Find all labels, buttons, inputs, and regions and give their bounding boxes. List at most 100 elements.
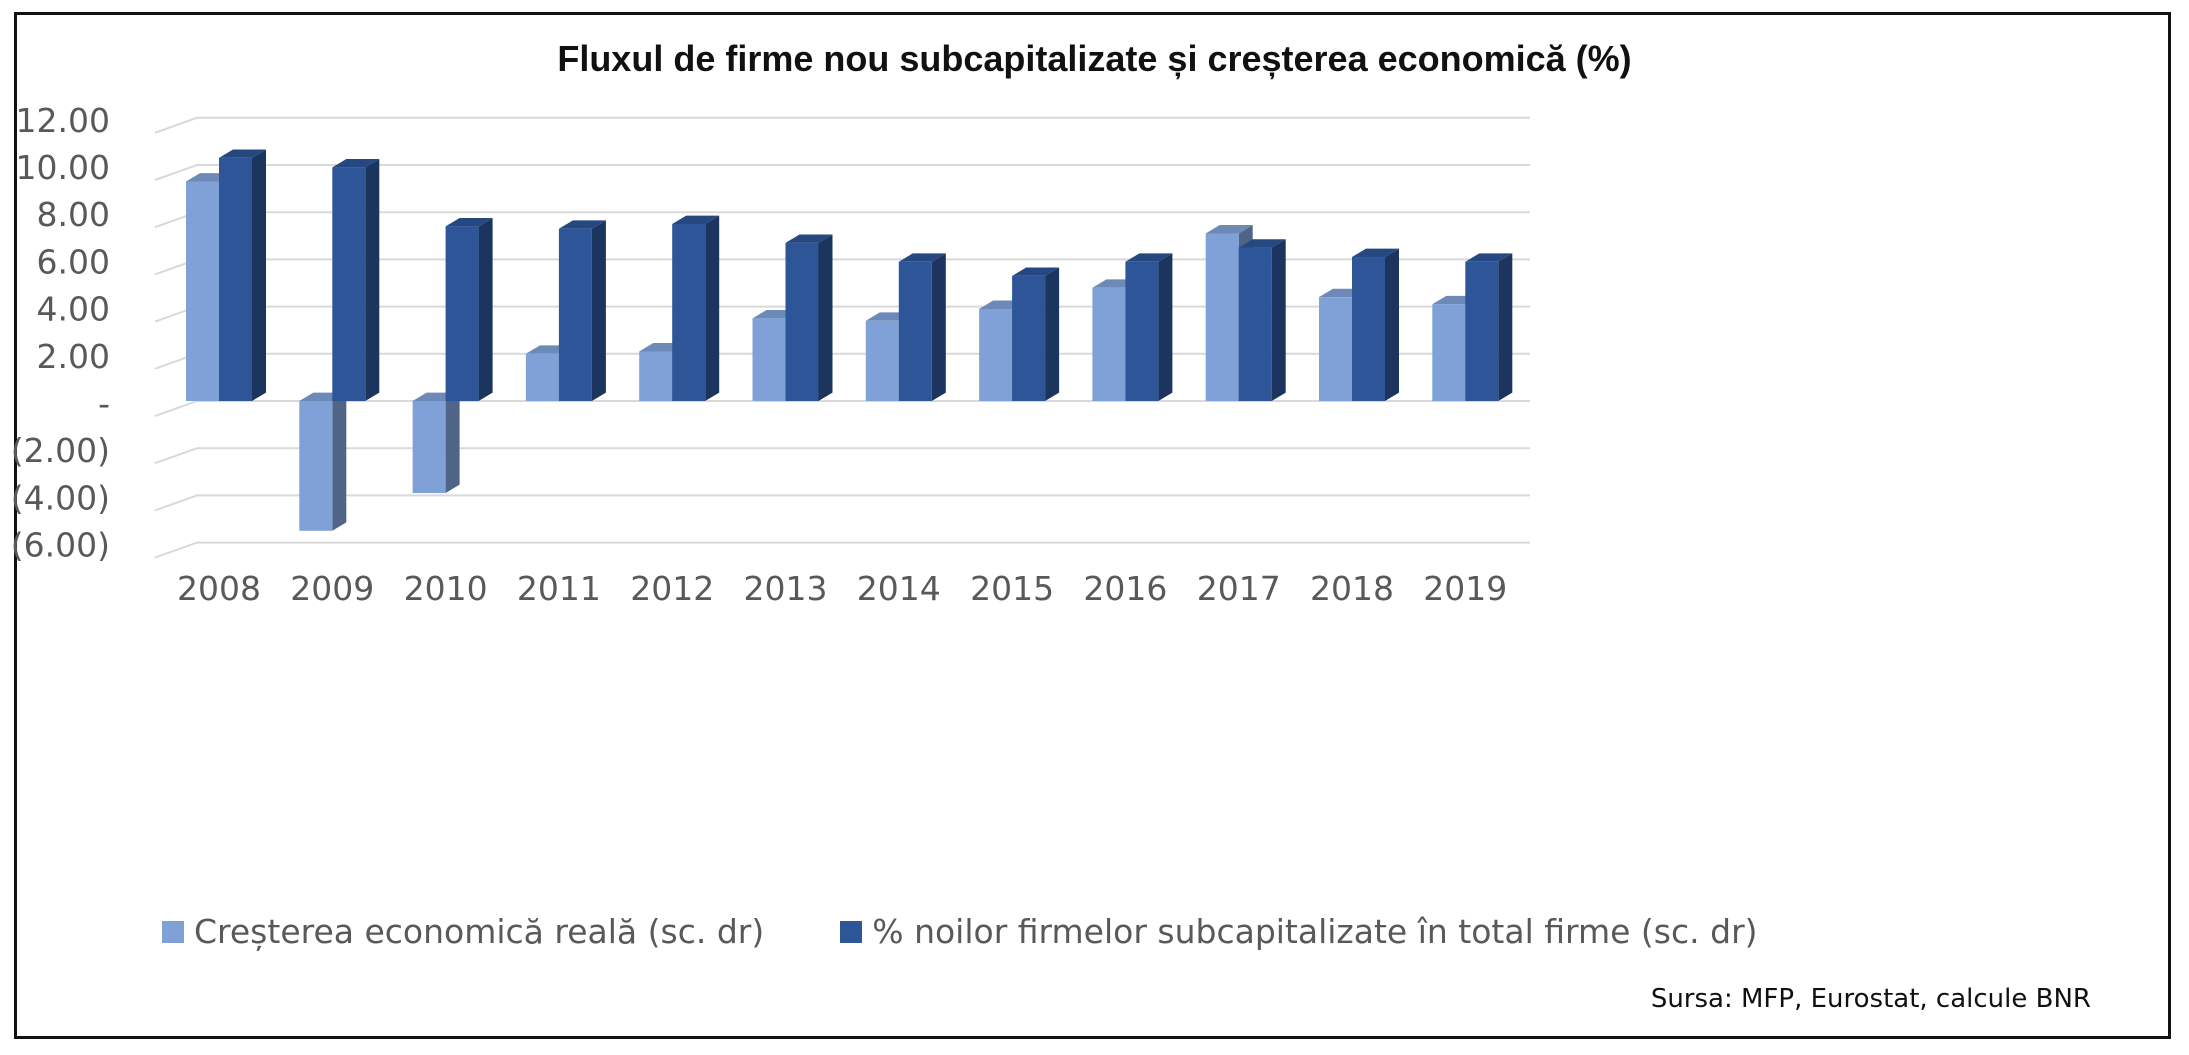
- legend-label-growth: Creșterea economică reală (sc. dr): [194, 912, 765, 951]
- bar: [898, 253, 946, 401]
- bar-side: [252, 149, 266, 401]
- bar-front: [332, 167, 366, 401]
- bar-top: [1012, 267, 1060, 276]
- bar-side: [1385, 248, 1399, 401]
- bar-side: [445, 392, 460, 494]
- bar-top: [1352, 248, 1399, 258]
- bar-front: [445, 226, 479, 401]
- legend-swatch-growth: [162, 920, 184, 943]
- y-tick-label: 2.00: [37, 337, 110, 376]
- bar-front: [672, 224, 706, 401]
- x-tick-label: 2014: [857, 569, 941, 608]
- bar: [299, 392, 347, 531]
- x-tick-label: 2010: [404, 569, 488, 608]
- bar: [1238, 239, 1286, 401]
- x-tick-label: 2012: [630, 569, 714, 608]
- bar-front: [865, 320, 899, 401]
- x-tick-label: 2017: [1197, 569, 1281, 608]
- bar: [332, 158, 380, 401]
- bar-front: [785, 242, 819, 401]
- gridline: [154, 400, 1530, 417]
- bar-top: [1125, 253, 1173, 262]
- bar-top: [898, 253, 946, 262]
- x-tick-label: 2018: [1310, 569, 1394, 608]
- bar-front: [186, 181, 219, 401]
- bar-top: [558, 220, 606, 229]
- bar: [1352, 248, 1399, 401]
- bar: [1125, 253, 1173, 401]
- bar-side: [818, 234, 833, 401]
- bar: [412, 392, 460, 494]
- x-tick-label: 2016: [1083, 569, 1167, 608]
- bar-top: [219, 149, 266, 158]
- bar-top: [785, 234, 833, 243]
- y-tick-label: 8.00: [37, 195, 110, 234]
- bar: [1465, 253, 1513, 401]
- bar-front: [299, 401, 333, 531]
- legend-swatch-firms: [840, 920, 863, 943]
- bar-side: [1498, 253, 1513, 401]
- y-tick-label: 10.00: [16, 148, 110, 187]
- bar-side: [1158, 253, 1173, 401]
- x-tick-label: 2015: [970, 569, 1054, 608]
- bar: [558, 220, 606, 401]
- y-tick-label: -: [98, 384, 110, 423]
- y-tick-label: (2.00): [11, 431, 110, 470]
- bar-front: [1238, 247, 1272, 401]
- bar-front: [639, 351, 673, 401]
- bar-front: [525, 353, 559, 401]
- y-tick-label: (4.00): [11, 478, 110, 517]
- y-tick-label: 12.00: [16, 101, 110, 140]
- y-tick-label: (6.00): [11, 526, 110, 565]
- bar-side: [365, 158, 380, 401]
- bar-front: [1125, 261, 1159, 401]
- chart-title: Fluxul de firme nou subcapitalizate și c…: [557, 38, 1632, 79]
- bar-front: [1432, 304, 1466, 401]
- source-note: Sursa: MFP, Eurostat, calcule BNR: [1650, 984, 2091, 1014]
- bar-front: [219, 157, 252, 401]
- bar-side: [478, 217, 493, 401]
- bar: [672, 215, 720, 401]
- bar-front: [1012, 275, 1046, 401]
- bar-front: [979, 308, 1013, 401]
- bar-top: [1238, 239, 1286, 248]
- legend-label-firms: % noilor firmelor subcapitalizate în tot…: [872, 912, 1758, 951]
- gridline: [154, 494, 1530, 512]
- x-axis-ticks: 2008 2009 2010 2011 2012 2013 2014 2015 2016 2017…: [177, 569, 1507, 608]
- bar-front: [1465, 261, 1499, 401]
- bar-side: [591, 220, 606, 401]
- bar: [785, 234, 833, 401]
- x-tick-label: 2019: [1423, 569, 1507, 608]
- x-tick-label: 2009: [290, 569, 374, 608]
- legend-entry-growth: Creșterea economică reală (sc. dr): [162, 912, 764, 951]
- bar-side: [1045, 267, 1060, 401]
- bar-front: [412, 401, 446, 494]
- bar-side: [931, 253, 946, 401]
- bar-side: [705, 215, 720, 401]
- bar-front: [1205, 233, 1239, 401]
- bar-front: [1352, 257, 1385, 401]
- y-axis-ticks: 12.00 10.00 8.00 6.00 4.00 2.00 - (2.00) (4.00) (…: [11, 101, 110, 565]
- legend: Creșterea economică reală (sc. dr) % noi…: [162, 912, 1834, 951]
- bar-side: [1271, 239, 1286, 401]
- bar-front: [752, 318, 786, 401]
- gridline: [154, 164, 1530, 181]
- bar-front: [558, 228, 592, 401]
- gridline: [154, 541, 1530, 559]
- bar: [1012, 267, 1060, 401]
- bar-top: [445, 217, 493, 227]
- y-tick-label: 4.00: [37, 290, 110, 329]
- y-tick-label: 6.00: [37, 242, 110, 281]
- bar-side: [332, 392, 347, 531]
- bar-front: [1319, 297, 1352, 401]
- gridline: [154, 447, 1530, 465]
- gridline: [154, 116, 1530, 134]
- legend-entry-firms: % noilor firmelor subcapitalizate în tot…: [840, 912, 1758, 951]
- bar: [445, 217, 493, 401]
- x-tick-label: 2008: [177, 569, 261, 608]
- x-tick-label: 2013: [744, 569, 828, 608]
- bar-top: [672, 215, 720, 224]
- bar-front: [898, 261, 932, 401]
- bar-top: [332, 158, 380, 168]
